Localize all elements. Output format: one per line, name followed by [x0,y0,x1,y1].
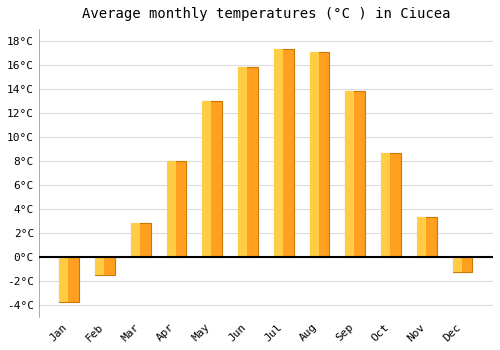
Bar [381,153,401,257]
Bar [131,223,140,257]
Bar [202,101,211,257]
Bar [346,91,354,257]
Bar [131,223,150,257]
Bar [238,68,258,257]
Bar [381,153,390,257]
Bar [452,257,472,272]
Bar [166,161,186,257]
Bar [417,217,436,257]
Title: Average monthly temperatures (°C ) in Ciucea: Average monthly temperatures (°C ) in Ci… [82,7,450,21]
Bar [95,257,115,275]
Bar [95,257,104,275]
Bar [274,49,293,257]
Bar [417,217,426,257]
Bar [238,68,247,257]
Bar [166,161,175,257]
Bar [60,257,79,302]
Bar [452,257,462,272]
Bar [346,91,365,257]
Bar [274,49,283,257]
Bar [310,52,330,257]
Bar [202,101,222,257]
Bar [310,52,318,257]
Bar [60,257,68,302]
